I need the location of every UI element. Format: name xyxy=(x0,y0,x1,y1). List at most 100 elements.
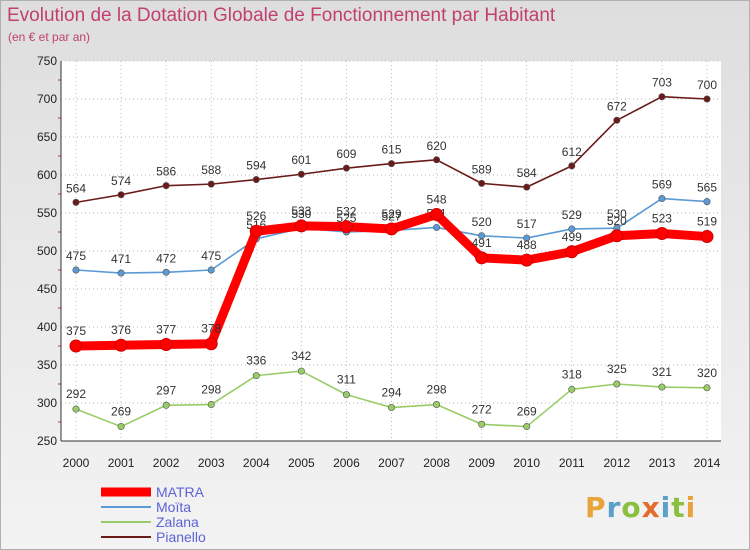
chart-subtitle: (en € et par an) xyxy=(8,30,91,44)
data-label: 529 xyxy=(381,207,401,221)
data-label: 526 xyxy=(246,209,266,223)
data-label: 569 xyxy=(652,178,672,192)
data-label: 620 xyxy=(427,139,447,153)
data-point xyxy=(430,208,444,222)
data-label: 530 xyxy=(291,207,311,221)
data-point xyxy=(568,385,576,393)
data-point xyxy=(433,401,441,409)
data-point xyxy=(117,423,125,431)
data-label: 378 xyxy=(201,322,221,336)
data-label: 584 xyxy=(517,166,537,180)
proxiti-logo: Proxiti xyxy=(585,491,696,524)
data-label: 615 xyxy=(381,143,401,157)
chart-title: Evolution de la Dotation Globale de Fonc… xyxy=(7,5,556,26)
legend-label: Zalana xyxy=(156,514,199,530)
data-label: 565 xyxy=(697,181,717,195)
data-point xyxy=(610,229,624,243)
x-tick-label: 2011 xyxy=(559,456,585,470)
logo-letter: r xyxy=(606,491,622,524)
data-label: 523 xyxy=(652,212,672,226)
data-point xyxy=(387,404,395,412)
data-point xyxy=(342,391,350,399)
data-point xyxy=(294,219,308,233)
data-label: 588 xyxy=(201,163,221,177)
data-label: 471 xyxy=(111,252,131,266)
logo-letter: i xyxy=(685,491,697,524)
data-point xyxy=(69,339,83,353)
data-point xyxy=(297,170,305,178)
data-point xyxy=(114,338,128,352)
data-label: 586 xyxy=(156,165,176,179)
data-point xyxy=(433,156,441,164)
x-tick-label: 2001 xyxy=(108,456,135,470)
y-tick-label: 250 xyxy=(37,434,57,448)
x-tick-label: 2008 xyxy=(423,456,450,470)
data-label: 475 xyxy=(66,249,86,263)
data-point xyxy=(703,95,711,103)
legend-label: Pianello xyxy=(156,529,206,545)
data-label: 472 xyxy=(156,251,176,265)
data-label: 672 xyxy=(607,99,627,113)
x-tick-label: 2002 xyxy=(153,456,180,470)
data-label: 601 xyxy=(291,153,311,167)
y-tick-label: 500 xyxy=(37,244,57,258)
logo-letter: i xyxy=(660,491,672,524)
data-label: 564 xyxy=(66,181,86,195)
data-label: 320 xyxy=(697,366,717,380)
data-point xyxy=(385,222,398,236)
data-point xyxy=(387,160,395,168)
data-label: 376 xyxy=(111,323,131,337)
data-label: 269 xyxy=(111,405,131,419)
data-label: 488 xyxy=(517,238,537,252)
data-label: 520 xyxy=(472,215,492,229)
data-point xyxy=(478,232,486,240)
data-point xyxy=(703,198,711,206)
data-point xyxy=(72,198,80,206)
x-tick-label: 2007 xyxy=(378,456,405,470)
data-label: 475 xyxy=(201,249,221,263)
data-point xyxy=(207,266,215,274)
data-label: 342 xyxy=(291,349,311,363)
data-label: 525 xyxy=(336,211,356,225)
logo-letter: x xyxy=(641,491,661,524)
data-point xyxy=(159,337,173,351)
legend-label: Moïta xyxy=(156,499,191,515)
data-point xyxy=(433,223,441,231)
data-label: 519 xyxy=(697,215,717,229)
data-label: 297 xyxy=(156,383,176,397)
data-point xyxy=(297,367,305,375)
data-point xyxy=(207,401,215,409)
data-point xyxy=(568,225,576,233)
y-tick-label: 650 xyxy=(37,130,57,144)
data-point xyxy=(478,179,486,187)
data-point xyxy=(162,268,170,276)
y-tick-label: 550 xyxy=(37,206,57,220)
x-tick-label: 2004 xyxy=(243,456,270,470)
data-label: 533 xyxy=(291,204,311,218)
data-label: 703 xyxy=(652,76,672,90)
data-label: 612 xyxy=(562,145,582,159)
x-tick-label: 2009 xyxy=(468,456,495,470)
logo-letter: o xyxy=(621,491,642,524)
data-point xyxy=(207,180,215,188)
data-label: 527 xyxy=(381,209,401,223)
data-label: 530 xyxy=(607,207,627,221)
y-tick-label: 750 xyxy=(37,54,57,68)
data-point xyxy=(249,224,263,238)
data-point xyxy=(520,253,534,267)
data-label: 589 xyxy=(472,162,492,176)
data-point xyxy=(162,401,170,409)
data-label: 298 xyxy=(201,383,221,397)
data-label: 272 xyxy=(472,402,492,416)
data-point xyxy=(117,191,125,199)
x-tick-label: 2012 xyxy=(604,456,631,470)
data-point xyxy=(703,384,711,392)
data-label: 294 xyxy=(381,386,401,400)
data-point xyxy=(162,182,170,190)
data-label: 499 xyxy=(562,230,582,244)
logo-letter: t xyxy=(671,491,686,524)
y-tick-label: 400 xyxy=(37,320,57,334)
data-label: 700 xyxy=(697,78,717,92)
